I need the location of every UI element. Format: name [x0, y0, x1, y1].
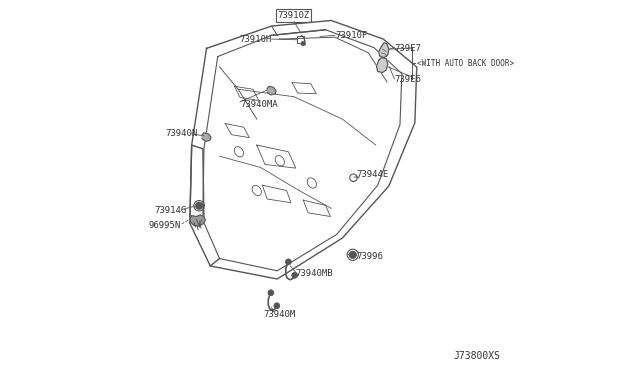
Polygon shape: [376, 58, 388, 73]
Polygon shape: [267, 86, 276, 95]
Circle shape: [274, 303, 280, 309]
Circle shape: [349, 251, 356, 259]
Text: 73910H: 73910H: [239, 35, 271, 44]
Text: <WITH AUTO BACK DOOR>: <WITH AUTO BACK DOOR>: [417, 60, 514, 68]
Text: 96995N: 96995N: [149, 221, 181, 230]
Text: 73940MB: 73940MB: [296, 269, 333, 278]
Bar: [276, 9, 312, 22]
Polygon shape: [202, 133, 211, 141]
Text: 739E7: 739E7: [394, 44, 421, 53]
Text: 73910Z: 73910Z: [278, 11, 310, 20]
Circle shape: [285, 259, 291, 265]
Text: 73996: 73996: [356, 252, 383, 261]
Text: 73944E: 73944E: [356, 170, 388, 179]
Text: J73800XS: J73800XS: [453, 351, 500, 361]
Text: 73914G: 73914G: [154, 206, 187, 215]
Text: 73940MA: 73940MA: [240, 100, 278, 109]
Text: 73940N: 73940N: [166, 129, 198, 138]
Circle shape: [195, 202, 203, 209]
Circle shape: [301, 41, 305, 46]
Polygon shape: [190, 215, 205, 226]
Text: 739E6: 739E6: [394, 76, 421, 84]
Circle shape: [292, 272, 298, 278]
Bar: [297, 36, 303, 43]
Text: 73940M: 73940M: [263, 310, 295, 319]
Polygon shape: [379, 43, 389, 58]
Circle shape: [268, 290, 274, 296]
Text: 73910F: 73910F: [335, 31, 367, 40]
